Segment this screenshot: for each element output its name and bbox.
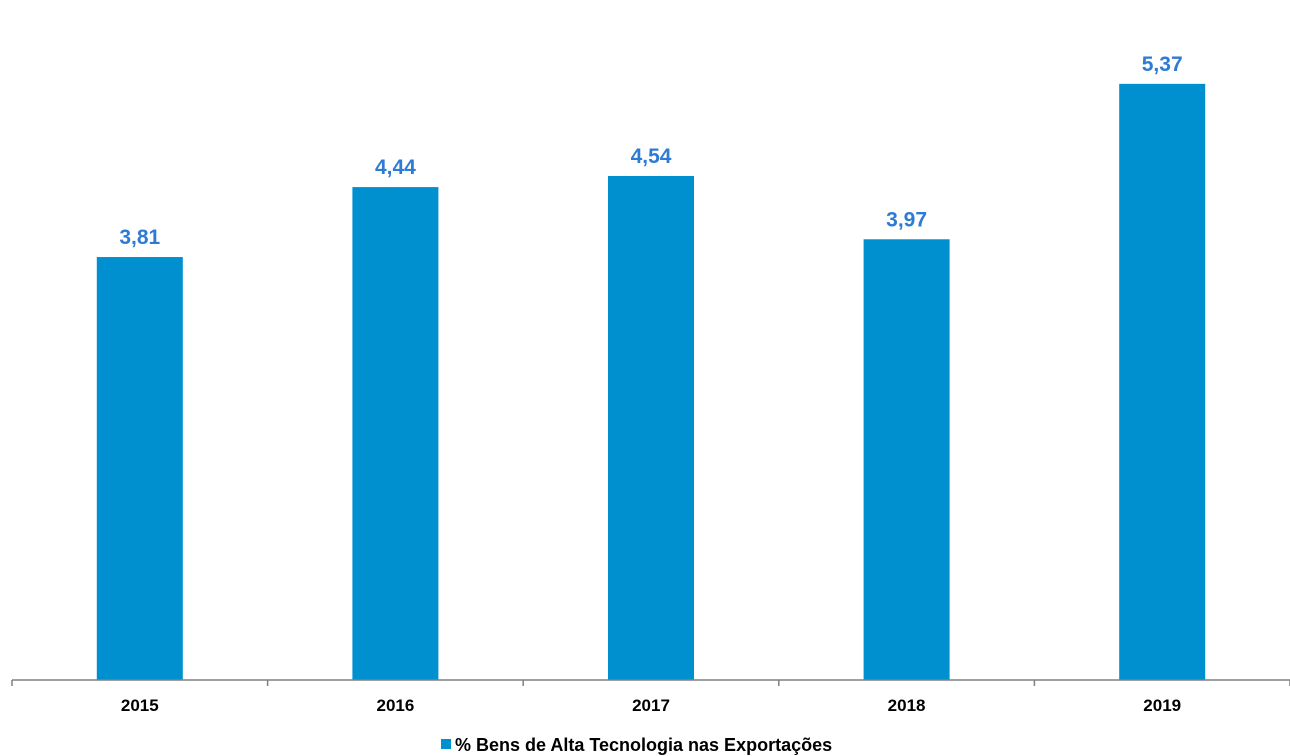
- x-axis-labels-group: 2015 2016 2017 2018 2019: [121, 696, 1181, 715]
- legend-label: % Bens de Alta Tecnologia nas Exportaçõe…: [455, 735, 832, 755]
- bar-2019: [1119, 83, 1206, 680]
- bars-group: [96, 83, 1206, 680]
- legend: % Bens de Alta Tecnologia nas Exportaçõe…: [441, 735, 832, 755]
- x-tick-label-2016: 2016: [376, 696, 414, 715]
- data-label-2017: 4,54: [631, 145, 672, 168]
- x-tick-label-2019: 2019: [1143, 696, 1181, 715]
- data-label-2019: 5,37: [1142, 53, 1183, 76]
- x-tick-label-2015: 2015: [121, 696, 159, 715]
- data-label-2016: 4,44: [375, 156, 416, 179]
- x-tick-label-2018: 2018: [888, 696, 926, 715]
- data-label-2015: 3,81: [119, 226, 160, 249]
- bar-2017: [608, 175, 694, 680]
- bar-2016: [352, 187, 439, 680]
- x-tick-label-2017: 2017: [632, 696, 670, 715]
- bar-2015: [96, 257, 183, 680]
- data-labels-group: 3,81 4,44 4,54 3,97 5,37: [119, 53, 1182, 249]
- data-label-2018: 3,97: [886, 208, 927, 231]
- bar-2018: [863, 239, 950, 680]
- legend-swatch: [441, 739, 451, 749]
- x-axis-ticks-group: [11, 680, 1290, 686]
